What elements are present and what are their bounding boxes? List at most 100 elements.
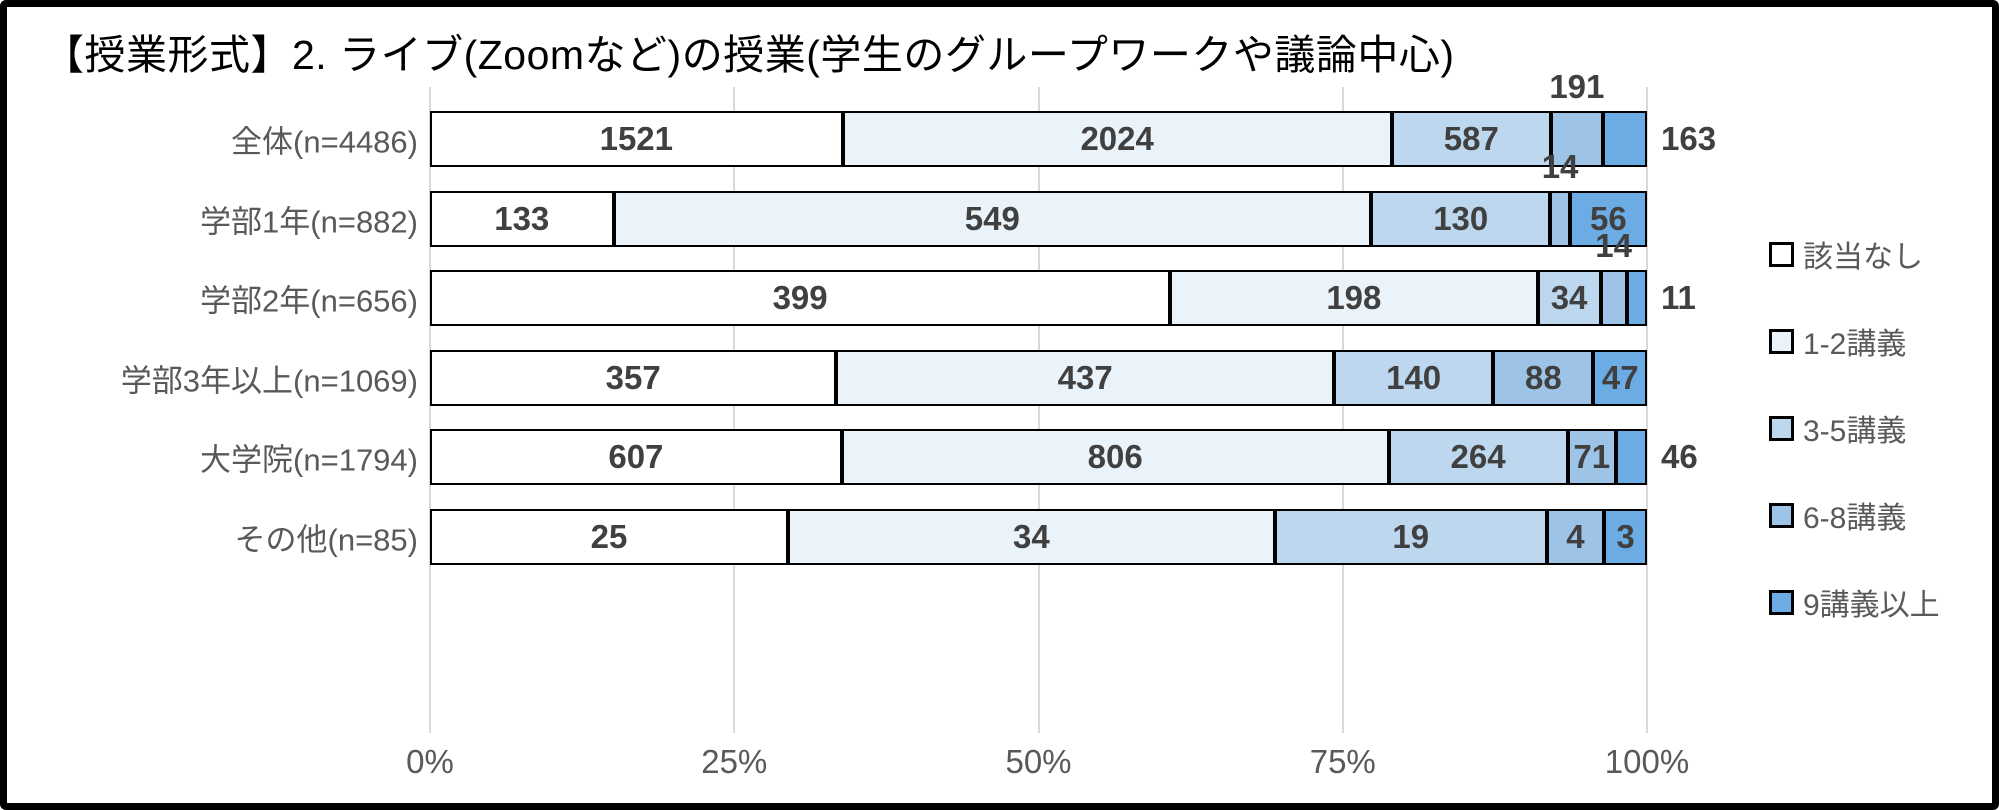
bar-value-label: 806 xyxy=(1087,438,1143,475)
bar-segment-3-5講義: 130 xyxy=(1371,190,1551,247)
legend-swatch-icon xyxy=(1769,589,1794,615)
bar-row: 学部3年以上(n=1069) 357 437 140 88 47 xyxy=(121,349,1647,406)
bar-value-label: 3 xyxy=(1616,517,1635,555)
bar-value-label: 88 xyxy=(1525,358,1562,396)
gridline-100% xyxy=(1646,87,1648,733)
legend-swatch-icon xyxy=(1769,241,1794,267)
bar-value-label: 2024 xyxy=(1080,120,1154,157)
bar-row: 学部2年(n=656) 399 198 34 14 11 xyxy=(200,227,1696,326)
bar-value-label: 549 xyxy=(964,199,1020,237)
category-label: 学部1年(n=882) xyxy=(200,204,418,239)
bar-track: 607 806 264 71 46 xyxy=(430,429,1698,485)
x-axis-tick-label: 75% xyxy=(1309,743,1376,780)
bar-value-label-above: 14 xyxy=(1541,147,1579,185)
bar-value-label: 71 xyxy=(1573,438,1611,475)
bar-value-label-right: 163 xyxy=(1661,120,1717,157)
bar-value-label-right: 11 xyxy=(1661,279,1696,316)
bar-segment-6-8講義 xyxy=(1600,270,1627,326)
category-label: 大学院(n=1794) xyxy=(200,442,418,478)
plot-area: 全体(n=4486) 1521 2024 587 191 163 学部1年(n=882) 13… xyxy=(121,68,1716,733)
bar-segment-3-5講義: 587 xyxy=(1391,111,1551,167)
bar-segment-3-5講義: 34 xyxy=(1537,270,1601,326)
bar-segment-9講義以上: 3 xyxy=(1604,508,1647,565)
bar-segment-9講義以上 xyxy=(1602,111,1647,167)
gridline-25% xyxy=(733,87,736,733)
bar-segment-9講義以上: 56 xyxy=(1569,190,1647,247)
bar-segment-9講義以上 xyxy=(1626,270,1647,326)
legend-item-9講義以上: 9講義以上 xyxy=(1769,580,1940,624)
bar-value-label: 587 xyxy=(1443,120,1499,157)
legend-item-6-8講義: 6-8講義 xyxy=(1769,493,1940,537)
bar-row: 全体(n=4486) 1521 2024 587 191 163 xyxy=(231,68,1716,167)
bar-value-label: 264 xyxy=(1450,438,1506,475)
bar-segment-9講義以上 xyxy=(1615,429,1647,485)
bar-track: 357 437 140 88 47 xyxy=(430,349,1647,406)
gridline-50% xyxy=(1037,87,1040,733)
legend-label: 3-5講義 xyxy=(1803,415,1907,448)
bar-track: 133 549 130 14 56 xyxy=(430,148,1647,247)
bar-segment-9講義以上: 47 xyxy=(1593,349,1647,406)
bar-value-label: 130 xyxy=(1433,199,1489,237)
bar-value-label-right: 46 xyxy=(1661,438,1698,475)
bar-value-label: 4 xyxy=(1566,517,1585,555)
x-axis-tick-label: 25% xyxy=(701,743,768,780)
bar-segment-1-2講義: 549 xyxy=(613,190,1372,247)
bar-segment-該当なし: 25 xyxy=(430,508,788,565)
x-axis-tick-label: 0% xyxy=(406,743,454,780)
legend-swatch-icon xyxy=(1769,502,1794,528)
legend-label: 6-8講義 xyxy=(1803,502,1907,535)
bar-segment-該当なし: 607 xyxy=(430,429,842,485)
legend-swatch-icon xyxy=(1769,415,1794,441)
bar-segment-1-2講義: 2024 xyxy=(842,111,1392,167)
bar-segment-1-2講義: 806 xyxy=(841,429,1389,485)
bar-row: 学部1年(n=882) 133 549 130 14 56 xyxy=(200,148,1647,247)
bar-segment-3-5講義: 140 xyxy=(1333,349,1494,406)
bar-segment-該当なし: 1521 xyxy=(430,111,843,167)
bar-segment-6-8講義 xyxy=(1550,111,1603,167)
legend-swatch-icon xyxy=(1769,328,1794,354)
legend-item-3-5講義: 3-5講義 xyxy=(1769,406,1940,450)
category-label: 学部2年(n=656) xyxy=(200,283,418,319)
bar-segment-該当なし: 357 xyxy=(430,349,837,406)
x-axis-tick-label: 100% xyxy=(1604,743,1690,780)
bar-segment-1-2講義: 437 xyxy=(836,349,1334,406)
bar-value-label: 19 xyxy=(1392,517,1430,555)
bar-segment-6-8講義 xyxy=(1550,190,1570,247)
bar-track: 25 34 19 4 3 xyxy=(430,508,1647,565)
legend-label: 1-2講義 xyxy=(1803,328,1907,361)
bar-segment-6-8講義: 4 xyxy=(1546,508,1605,565)
bar-segment-1-2講義: 34 xyxy=(787,508,1275,565)
bar-value-label-above: 14 xyxy=(1595,227,1632,264)
bar-value-label: 47 xyxy=(1601,358,1639,396)
bar-value-label: 56 xyxy=(1589,199,1627,237)
bar-segment-該当なし: 133 xyxy=(430,190,614,247)
bar-value-label: 437 xyxy=(1057,358,1113,396)
gridline-75% xyxy=(1341,87,1344,733)
bar-segment-6-8講義: 88 xyxy=(1493,349,1594,406)
bar-value-label: 34 xyxy=(1550,279,1588,316)
bar-segment-3-5講義: 19 xyxy=(1274,508,1547,565)
gridline-0% xyxy=(429,87,431,733)
chart-title: 【授業形式】2. ライブ(Zoomなど)の授業(学生のグループワークや議論中心) xyxy=(43,32,1455,78)
bar-value-label: 198 xyxy=(1326,279,1382,316)
bar-segment-該当なし: 399 xyxy=(430,270,1171,326)
bar-value-label-above: 191 xyxy=(1549,68,1605,105)
bar-value-label: 1521 xyxy=(599,120,674,157)
x-axis-tick-label: 50% xyxy=(1005,743,1072,780)
category-label: 全体(n=4486) xyxy=(231,124,418,160)
bar-row: その他(n=85) 25 34 19 4 3 xyxy=(235,508,1647,565)
bar-segment-1-2講義: 198 xyxy=(1170,270,1538,326)
bar-value-label: 34 xyxy=(1012,517,1050,555)
bar-value-label: 140 xyxy=(1386,358,1442,396)
bar-value-label: 25 xyxy=(590,517,628,555)
bar-value-label: 357 xyxy=(605,358,661,396)
bar-value-label: 399 xyxy=(772,279,828,316)
legend-label: 該当なし xyxy=(1803,241,1923,274)
bar-value-label: 133 xyxy=(494,199,550,237)
bar-track: 1521 2024 587 191 163 xyxy=(430,68,1716,167)
bar-value-label: 607 xyxy=(608,438,664,475)
bar-segment-3-5講義: 264 xyxy=(1388,429,1568,485)
category-label: 学部3年以上(n=1069) xyxy=(120,363,418,398)
category-label: その他(n=85) xyxy=(234,522,418,557)
